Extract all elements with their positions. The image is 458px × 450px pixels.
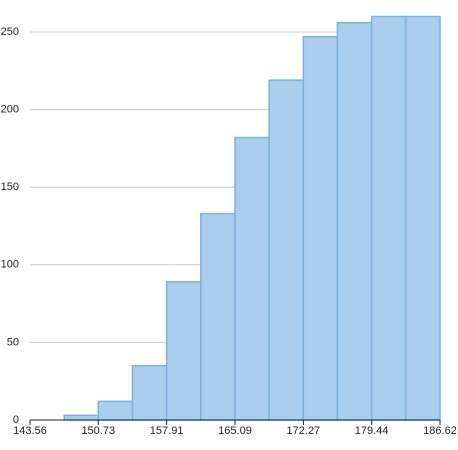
y-tick-label: 150 <box>1 181 19 193</box>
x-tick-label: 157.91 <box>150 425 184 437</box>
y-tick-label: 100 <box>1 259 19 271</box>
bar <box>268 79 305 421</box>
y-tick-label: 200 <box>1 104 19 116</box>
x-tick-label: 150.73 <box>81 425 115 437</box>
x-tick-label: 143.56 <box>13 425 47 437</box>
bar <box>336 21 373 421</box>
y-tick-label: 50 <box>7 336 19 348</box>
bar <box>97 400 134 421</box>
bar <box>200 212 236 421</box>
x-tick-label: 165.09 <box>218 425 252 437</box>
bar <box>234 136 270 421</box>
y-tick-label: 0 <box>13 414 19 426</box>
y-tick-label: 250 <box>1 26 19 38</box>
bar <box>405 15 441 421</box>
bar <box>302 35 339 421</box>
x-tick-label: 172.27 <box>287 425 321 437</box>
bar <box>165 281 202 421</box>
bar <box>131 364 168 421</box>
bar <box>370 15 407 421</box>
bar <box>63 414 100 421</box>
x-tick-label: 186.62 <box>423 425 457 437</box>
x-tick-label: 179.44 <box>355 425 389 437</box>
